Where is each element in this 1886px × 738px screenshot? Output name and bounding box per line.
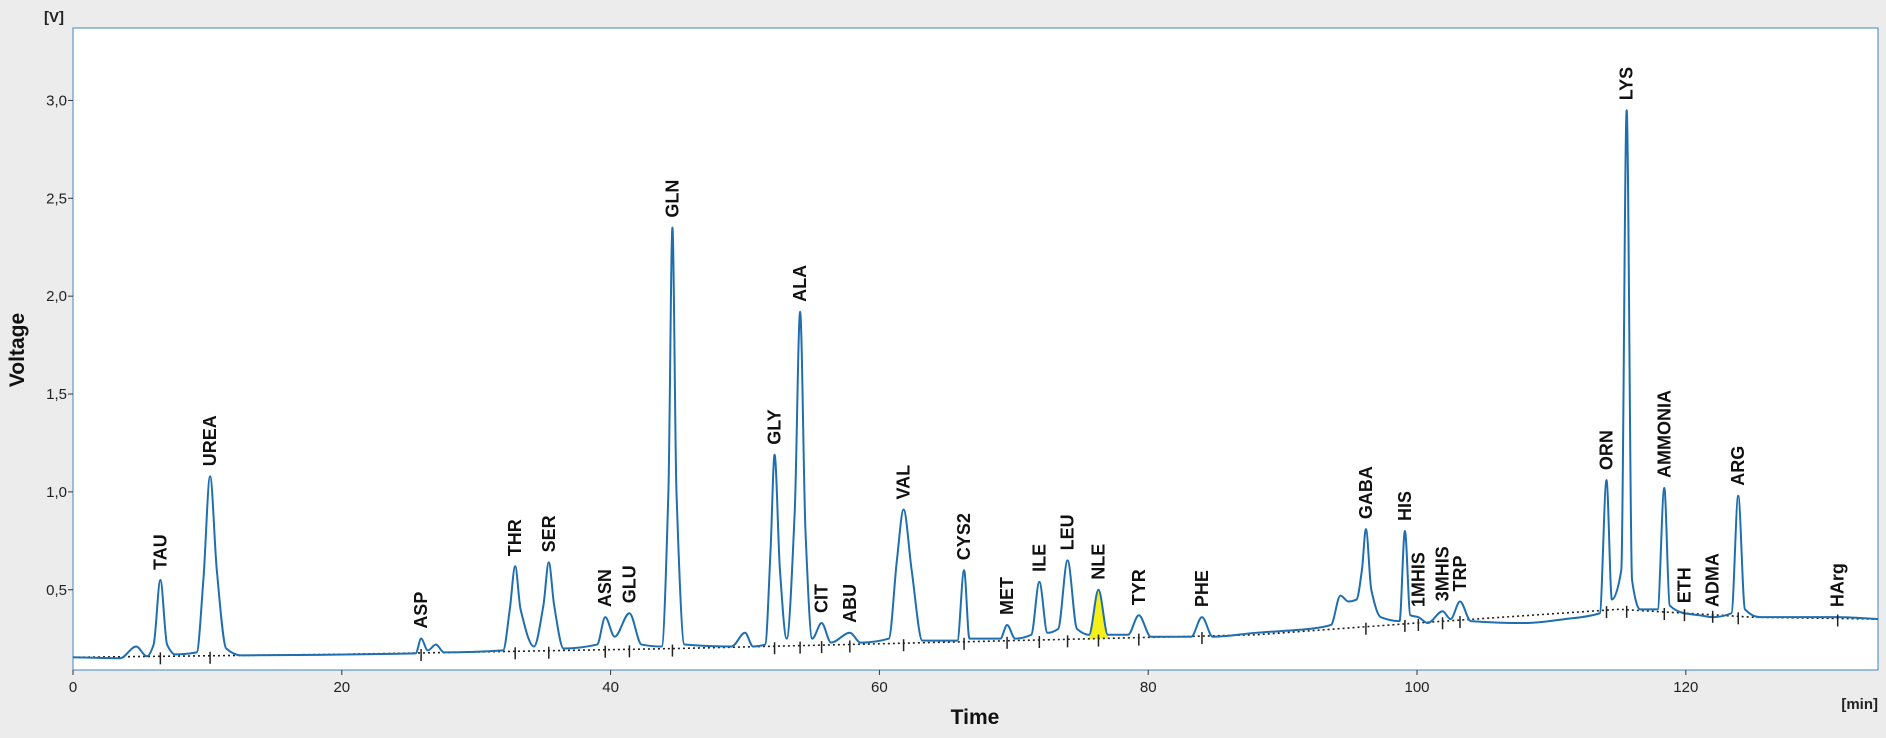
peak-label: TRP: [1450, 555, 1470, 591]
peak-label: HArg: [1828, 563, 1848, 607]
peak-label: PHE: [1192, 570, 1212, 607]
peak-label: ORN: [1597, 430, 1617, 470]
plot-area: [72, 27, 1879, 671]
peak-fill: [1089, 589, 1108, 639]
peak-label: MET: [997, 577, 1017, 615]
x-tick-label: 80: [1140, 679, 1157, 696]
peak-label: LYS: [1617, 67, 1637, 100]
peak-label: CIT: [812, 584, 832, 613]
peak-label: GLU: [619, 565, 639, 603]
peak-label: UREA: [200, 415, 220, 466]
y-tick-label: 1,0: [46, 484, 67, 501]
peak-label: ADMA: [1703, 553, 1723, 607]
peak-label: TAU: [150, 534, 170, 570]
y-tick-label: 3,0: [46, 92, 67, 109]
peak-label: TYR: [1129, 569, 1149, 605]
peak-label: ALA: [790, 265, 810, 302]
peak-label: THR: [505, 519, 525, 556]
x-tick-label: 0: [69, 679, 77, 696]
x-tick-label: 40: [602, 679, 619, 696]
peak-label: HIS: [1395, 491, 1415, 521]
y-unit: [V]: [44, 9, 64, 26]
peak-label: ILE: [1029, 544, 1049, 572]
peak-label: ETH: [1674, 567, 1694, 603]
y-axis-title: Voltage: [6, 313, 29, 387]
x-unit: [min]: [1841, 696, 1878, 713]
peak-label: AMMONIA: [1654, 390, 1674, 478]
y-tick-label: 1,5: [46, 386, 67, 403]
peak-label: ABU: [840, 584, 860, 623]
x-tick-label: 120: [1673, 679, 1698, 696]
peak-label: GABA: [1356, 466, 1376, 519]
peak-label: CYS2: [954, 513, 974, 560]
y-tick-label: 2,0: [46, 288, 67, 305]
peak-label: LEU: [1058, 514, 1078, 550]
x-tick-label: 100: [1404, 679, 1429, 696]
y-tick-label: 0,5: [46, 582, 67, 599]
x-tick-label: 60: [871, 679, 888, 696]
y-tick-label: 2,5: [46, 190, 67, 207]
x-tick-label: 20: [333, 679, 350, 696]
peak-label: VAL: [894, 465, 914, 500]
peak-label: GLY: [765, 409, 785, 444]
peak-label: SER: [539, 515, 559, 552]
peak-label: NLE: [1088, 544, 1108, 580]
peak-label: 1MHIS: [1408, 552, 1428, 607]
peak-label: ASN: [595, 569, 615, 607]
peak-label: 3MHIS: [1433, 546, 1453, 601]
peak-label: GLN: [662, 180, 682, 218]
peak-label: ARG: [1728, 446, 1748, 486]
x-axis-title: Time: [951, 706, 1000, 729]
peak-label: ASP: [411, 592, 431, 629]
signal-trace: [72, 109, 1879, 660]
